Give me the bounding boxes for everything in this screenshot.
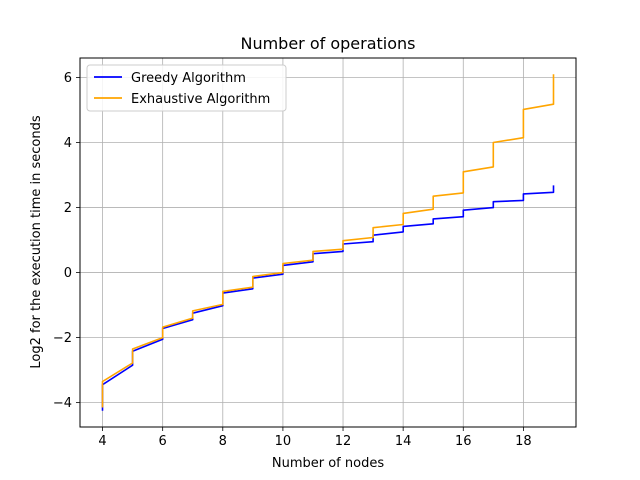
y-tick-label: −2 <box>53 331 72 346</box>
legend-label-greedy: Greedy Algorithm <box>131 71 246 86</box>
series-layer <box>101 74 555 411</box>
plot-frame <box>79 57 577 428</box>
x-tick-label: 18 <box>515 434 532 449</box>
grid <box>80 58 576 427</box>
legend: Greedy Algorithm Exhaustive Algorithm <box>86 64 287 112</box>
x-axis-ticks: 4 6 8 10 12 14 16 18 <box>98 427 532 449</box>
x-tick-label: 4 <box>98 434 106 449</box>
x-tick-label: 8 <box>219 434 227 449</box>
y-tick-label: 4 <box>64 136 72 151</box>
chart-title: Number of operations <box>240 34 415 53</box>
y-tick-label: 6 <box>64 71 72 86</box>
y-axis-ticks: −4 −2 0 2 4 6 <box>53 71 80 411</box>
x-tick-label: 14 <box>395 434 412 449</box>
y-tick-label: −4 <box>53 396 72 411</box>
y-tick-label: 0 <box>64 266 72 281</box>
x-tick-label: 6 <box>159 434 167 449</box>
series-line-greedy <box>101 185 555 411</box>
legend-box <box>86 64 287 112</box>
y-tick-label: 2 <box>64 201 72 216</box>
x-tick-label: 10 <box>275 434 292 449</box>
x-tick-label: 12 <box>335 434 352 449</box>
series-line-exhaustive <box>101 74 555 408</box>
y-axis-label: Log2 for the execution time in seconds <box>29 115 44 368</box>
x-axis-label: Number of nodes <box>272 456 384 471</box>
legend-label-exhaustive: Exhaustive Algorithm <box>131 92 270 107</box>
x-tick-label: 16 <box>455 434 472 449</box>
